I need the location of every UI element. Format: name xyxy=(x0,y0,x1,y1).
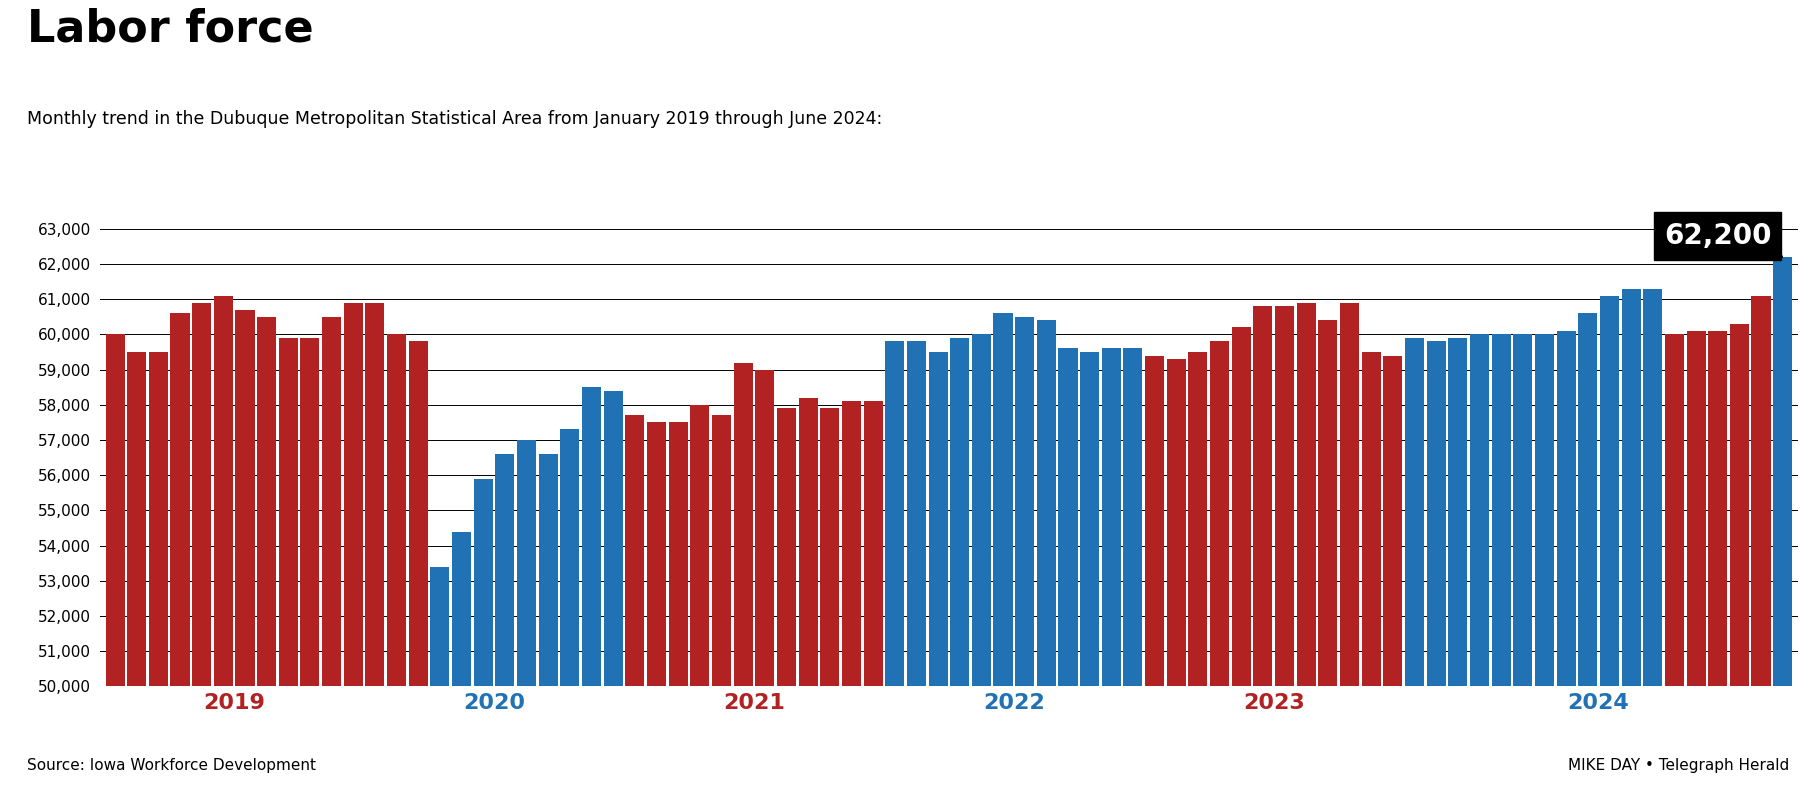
Bar xyxy=(1772,257,1792,686)
Bar xyxy=(1578,313,1598,686)
Bar xyxy=(105,335,125,686)
Bar xyxy=(1253,306,1273,686)
Bar xyxy=(1081,352,1099,686)
Bar xyxy=(474,479,492,686)
Bar xyxy=(539,454,558,686)
Bar xyxy=(1231,327,1251,686)
Bar xyxy=(1535,335,1554,686)
Bar xyxy=(1015,317,1033,686)
Bar xyxy=(906,342,926,686)
Bar xyxy=(1513,335,1533,686)
Bar xyxy=(258,317,276,686)
Text: 2024: 2024 xyxy=(1567,694,1629,713)
Bar xyxy=(1037,320,1055,686)
Bar xyxy=(1406,338,1424,686)
Bar xyxy=(214,296,232,686)
Bar xyxy=(1643,289,1662,686)
Bar xyxy=(171,313,189,686)
Bar xyxy=(1449,338,1467,686)
Bar xyxy=(300,338,320,686)
Bar xyxy=(1556,331,1576,686)
Bar xyxy=(646,422,666,686)
Bar xyxy=(1102,349,1120,686)
Text: 2022: 2022 xyxy=(982,694,1044,713)
Bar xyxy=(993,313,1013,686)
Bar xyxy=(1384,356,1402,686)
Text: 2019: 2019 xyxy=(203,694,265,713)
Bar xyxy=(821,409,839,686)
Bar xyxy=(1318,320,1337,686)
Bar xyxy=(430,567,449,686)
Bar xyxy=(1469,335,1489,686)
Bar xyxy=(928,352,948,686)
Bar xyxy=(1146,356,1164,686)
Text: Labor force: Labor force xyxy=(27,8,314,50)
Bar xyxy=(734,363,752,686)
Bar xyxy=(1751,296,1771,686)
Bar xyxy=(127,352,147,686)
Bar xyxy=(387,335,407,686)
Bar xyxy=(668,422,688,686)
Bar xyxy=(1665,335,1683,686)
Bar xyxy=(1297,303,1317,686)
Text: 2020: 2020 xyxy=(463,694,525,713)
Bar xyxy=(1687,331,1705,686)
Bar xyxy=(950,338,970,686)
Text: 62,200: 62,200 xyxy=(1663,222,1781,258)
Bar xyxy=(365,303,385,686)
Bar xyxy=(452,532,470,686)
Bar xyxy=(280,338,298,686)
Text: MIKE DAY • Telegraph Herald: MIKE DAY • Telegraph Herald xyxy=(1567,758,1789,773)
Bar xyxy=(625,415,645,686)
Bar xyxy=(884,342,904,686)
Bar xyxy=(690,405,710,686)
Bar xyxy=(343,303,363,686)
Text: 2023: 2023 xyxy=(1242,694,1304,713)
Text: Monthly trend in the Dubuque Metropolitan Statistical Area from January 2019 thr: Monthly trend in the Dubuque Metropolita… xyxy=(27,110,883,129)
Bar xyxy=(1600,296,1618,686)
Bar xyxy=(149,352,167,686)
Bar xyxy=(972,335,992,686)
Bar xyxy=(799,398,817,686)
Bar xyxy=(1209,342,1229,686)
Bar xyxy=(1059,349,1077,686)
Bar xyxy=(518,440,536,686)
Bar xyxy=(581,387,601,686)
Bar xyxy=(409,342,429,686)
Bar xyxy=(1622,289,1640,686)
Bar xyxy=(603,391,623,686)
Bar xyxy=(1709,331,1727,686)
Bar xyxy=(321,317,341,686)
Bar xyxy=(843,402,861,686)
Bar xyxy=(192,303,211,686)
Bar xyxy=(1166,359,1186,686)
Bar xyxy=(1275,306,1295,686)
Bar xyxy=(712,415,732,686)
Bar xyxy=(1491,335,1511,686)
Bar xyxy=(777,409,795,686)
Bar xyxy=(1427,342,1446,686)
Text: Source: Iowa Workforce Development: Source: Iowa Workforce Development xyxy=(27,758,316,773)
Bar xyxy=(1340,303,1358,686)
Bar xyxy=(1124,349,1142,686)
Bar xyxy=(864,402,883,686)
Bar xyxy=(755,369,774,686)
Bar xyxy=(1731,323,1749,686)
Bar xyxy=(561,429,579,686)
Text: 2021: 2021 xyxy=(723,694,785,713)
Bar xyxy=(1362,352,1380,686)
Bar xyxy=(236,310,254,686)
Bar xyxy=(1188,352,1208,686)
Bar xyxy=(496,454,514,686)
